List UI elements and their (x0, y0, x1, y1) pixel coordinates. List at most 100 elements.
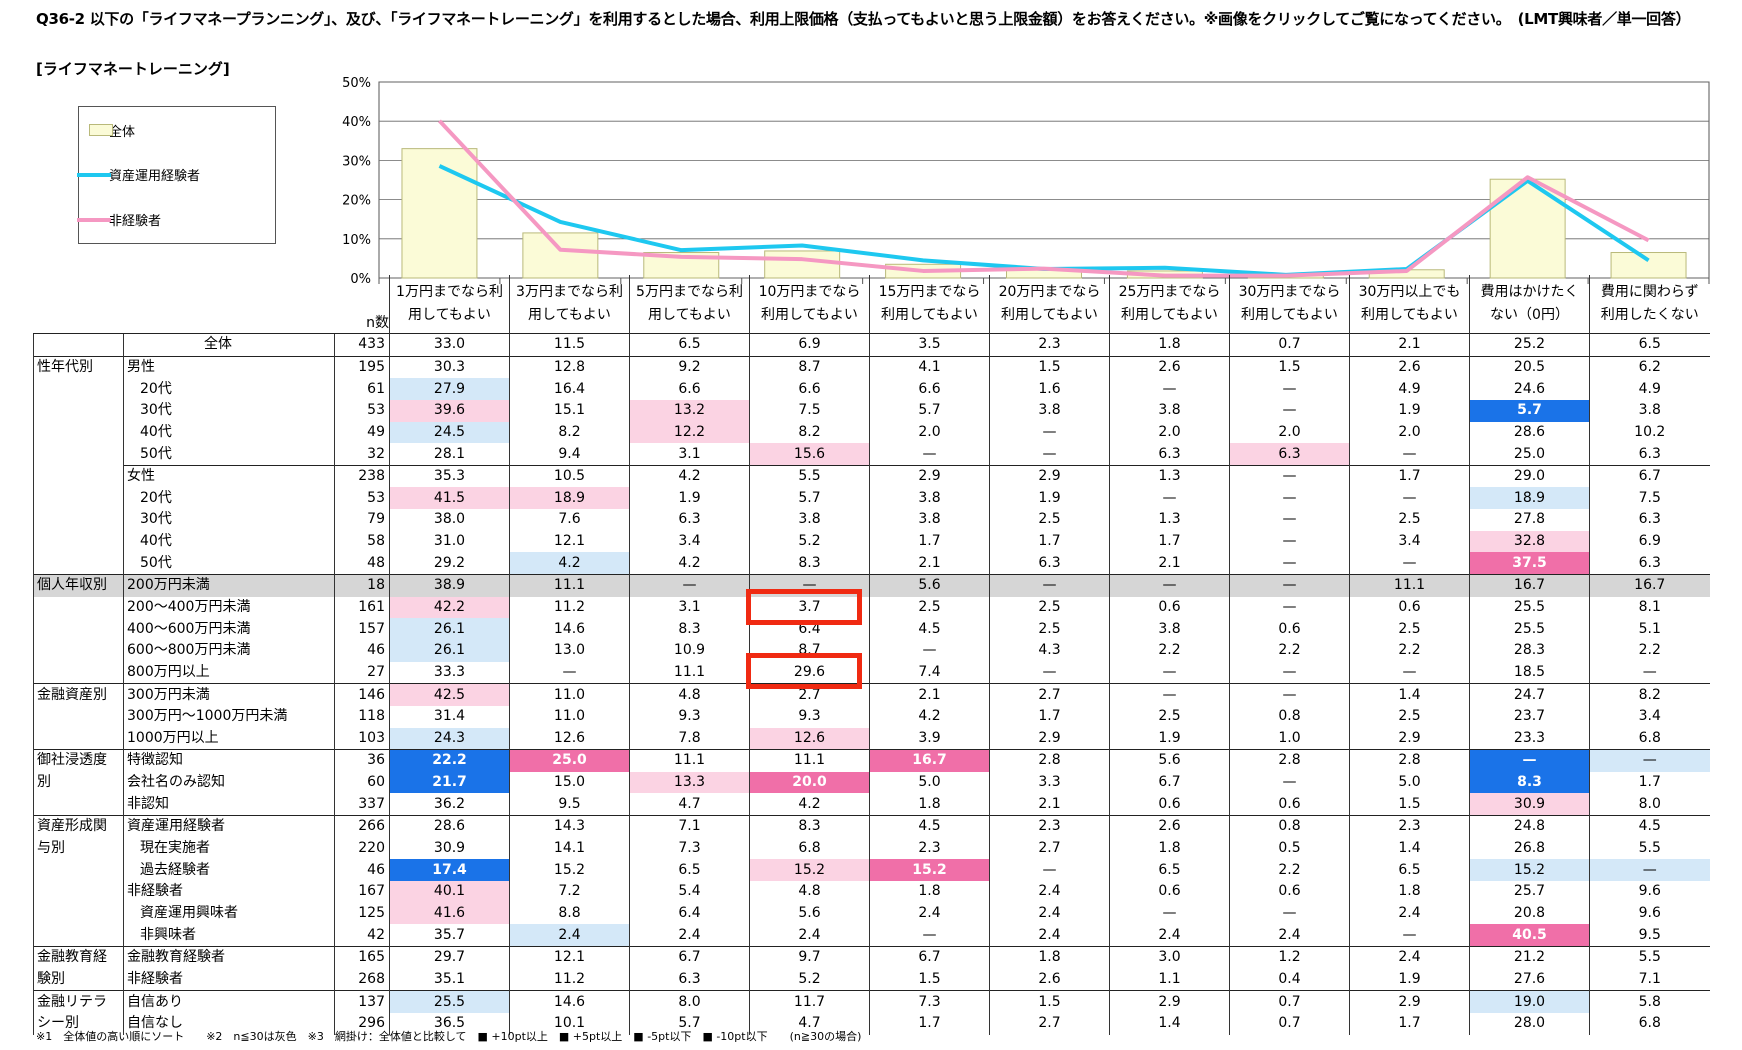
row-n-count: 296 (334, 1012, 390, 1035)
row-group-label (33, 639, 124, 662)
row-group-label: 験別 (33, 968, 124, 991)
row-group-label (33, 399, 124, 422)
plot-frame (378, 81, 1710, 279)
row-group-label (33, 465, 124, 488)
table-cell: 11.2 (509, 596, 630, 619)
table-cell: 6.9 (1589, 530, 1710, 553)
table-cell: 8.2 (509, 421, 630, 444)
table-cell: 2.5 (1349, 509, 1470, 531)
legend-label-experienced: 資産運用経験者 (109, 169, 201, 184)
table-cell: 5.5 (1589, 945, 1710, 969)
table-cell: 2.9 (1109, 990, 1230, 1013)
table-cell: 2.5 (869, 596, 990, 619)
row-n-count: 103 (334, 727, 390, 750)
table-cell: — (869, 639, 990, 662)
table-cell: 9.4 (509, 443, 630, 466)
table-cell: — (1229, 552, 1350, 575)
table-cell: 26.1 (389, 639, 510, 662)
column-header: 30万円までなら利用してもよい (1229, 275, 1350, 334)
table-cell: 5.7 (629, 1012, 750, 1035)
row-n-count: 27 (334, 661, 390, 684)
row-group-label: 別 (33, 771, 124, 794)
table-cell: 42.5 (389, 683, 510, 706)
table-cell: — (1229, 596, 1350, 619)
table-row: 40代 58 31.0 12.1 3.4 5.2 1.7 1.7 1.7—3.4 32.8 6.9 (33, 530, 1710, 553)
row-label: 400～600万円未満 (123, 618, 335, 640)
table-cell: 18.9 (1469, 487, 1590, 510)
table-cell: 41.6 (389, 902, 510, 925)
column-header: 費用はかけたくない（0円） (1469, 275, 1590, 334)
table-cell: 35.3 (389, 464, 510, 488)
table-cell: 11.2 (509, 968, 630, 991)
row-group-label (33, 881, 124, 903)
table-cell: 27.8 (1469, 509, 1590, 531)
row-group-label (33, 705, 124, 728)
y-tick-label: 30% (342, 154, 371, 169)
table-cell: 42.2 (389, 596, 510, 619)
table-row: 非経験者 167 40.1 7.2 5.4 4.8 1.8 2.4 0.6 0.6 1.8 25.7 9… (33, 881, 1710, 903)
table-cell: 24.8 (1469, 815, 1590, 838)
row-group-label (33, 421, 124, 444)
table-cell: — (989, 421, 1110, 444)
table-cell: 0.8 (1229, 705, 1350, 728)
row-label: 現在実施者 (123, 837, 335, 860)
row-group-label (33, 378, 124, 400)
table-cell: 6.8 (1589, 727, 1710, 750)
table-cell: 6.3 (1229, 443, 1350, 466)
table-cell: 3.0 (1109, 945, 1230, 969)
table-cell: 40.5 (1469, 924, 1590, 947)
table-cell: 2.5 (1109, 705, 1230, 728)
table-cell: 0.6 (1109, 596, 1230, 619)
table-cell: 2.3 (989, 815, 1110, 838)
table-cell: 8.0 (629, 990, 750, 1013)
table-cell: 25.5 (1469, 596, 1590, 619)
legend-swatch-experienced (77, 173, 111, 177)
row-n-count: 46 (334, 859, 390, 882)
table-cell: 25.5 (389, 990, 510, 1013)
table-cell: 4.2 (869, 705, 990, 728)
table-cell: 7.5 (1589, 487, 1710, 510)
row-n-count: 53 (334, 487, 390, 510)
row-n-count: 137 (334, 990, 390, 1013)
table-cell: 2.6 (1109, 815, 1230, 838)
row-label: 資産運用興味者 (123, 902, 335, 925)
table-cell: — (1109, 661, 1230, 684)
table-cell: 0.6 (1229, 881, 1350, 903)
table-cell: 1.5 (1349, 793, 1470, 816)
row-label: 非経験者 (123, 968, 335, 991)
table-cell: 4.3 (989, 639, 1110, 662)
table-cell: 7.1 (1589, 968, 1710, 991)
row-label: 600～800万円未満 (123, 639, 335, 662)
row-label: 40代 (123, 530, 335, 553)
table-cell: 1.4 (1349, 683, 1470, 706)
table-cell: 4.9 (1349, 378, 1470, 400)
table-row: 30代 79 38.0 7.6 6.3 3.8 3.8 2.5 1.3—2.5 27.8 6.3 (33, 509, 1710, 531)
table-cell: 2.5 (989, 596, 1110, 619)
table-cell: — (1349, 661, 1470, 684)
table-row: 御社浸透度 特徴認知 36 22.2 25.0 11.1 11.1 16.7 2.8 5.6 2.8… (33, 749, 1710, 772)
table-cell: 6.5 (629, 333, 750, 357)
table-cell: 31.4 (389, 705, 510, 728)
table-cell: 6.8 (1589, 1012, 1710, 1035)
table-cell: 14.6 (509, 618, 630, 640)
legend-item-non-experienced: 非経験者 (77, 210, 161, 229)
row-label: 非認知 (123, 793, 335, 816)
table-cell: 7.1 (629, 815, 750, 838)
table-cell: 13.2 (629, 399, 750, 422)
table-cell: 2.9 (1349, 990, 1470, 1013)
table-cell: 6.7 (1109, 771, 1230, 794)
table-cell: 4.9 (1589, 378, 1710, 400)
row-label: 自信なし (123, 1012, 335, 1035)
table-cell: 12.1 (509, 945, 630, 969)
table-cell: 2.6 (1349, 355, 1470, 379)
table-cell: 6.3 (989, 552, 1110, 575)
row-n-count: 238 (334, 464, 390, 488)
table-row: 800万円以上 27 33.3—11.1 29.6 7.4— — — —18.5— (33, 661, 1710, 684)
highlight-box-2 (746, 653, 862, 689)
bar-total (1489, 178, 1566, 279)
table-cell: 6.9 (749, 333, 870, 357)
row-group-label: 性年代別 (33, 355, 124, 379)
header-blank (34, 275, 335, 334)
table-cell: 14.3 (509, 815, 630, 838)
table-cell: — (629, 574, 750, 597)
